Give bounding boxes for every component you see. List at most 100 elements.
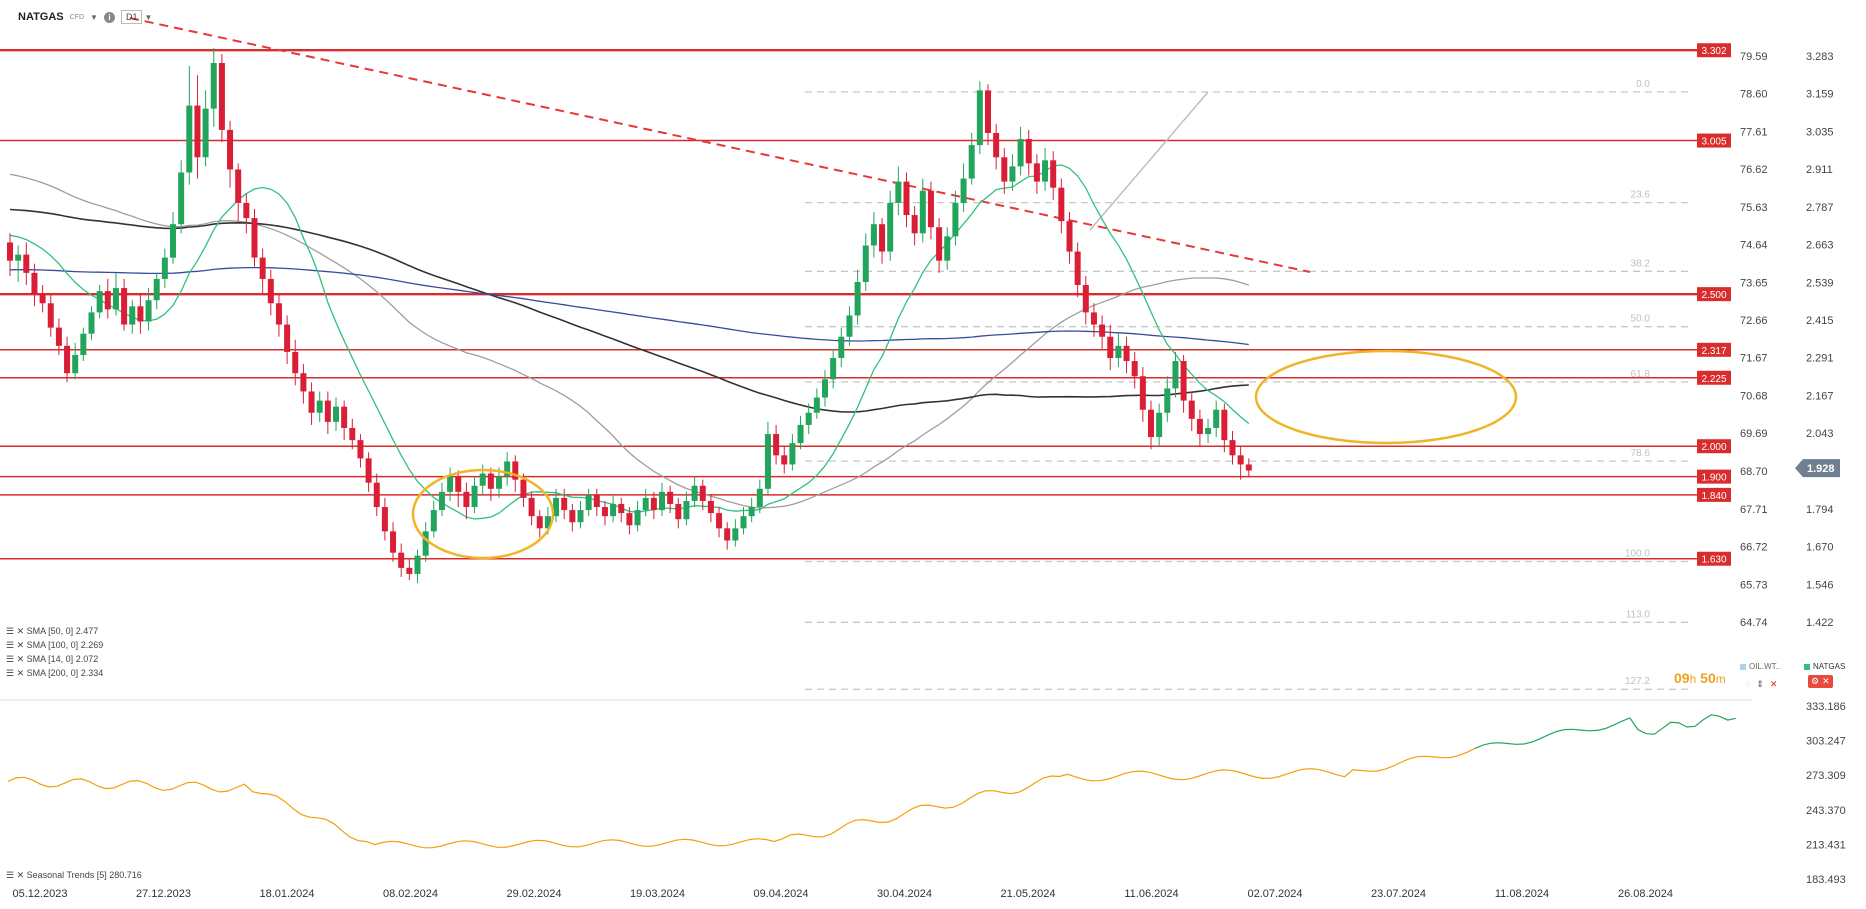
candle-body bbox=[544, 516, 551, 529]
candle-body bbox=[919, 190, 926, 234]
x-axis-label: 23.07.2024 bbox=[1371, 888, 1426, 900]
candle-body bbox=[186, 105, 193, 173]
price-axis-label: 2.663 bbox=[1806, 240, 1834, 252]
close-icon[interactable]: ✕ bbox=[16, 668, 25, 678]
indicator-legend-sma14[interactable]: ☰ ✕ SMA [14, 0] 2.072 bbox=[6, 654, 99, 664]
candle-body bbox=[838, 336, 845, 359]
close-icon[interactable]: ✕ bbox=[16, 640, 25, 650]
candle-body bbox=[267, 278, 274, 304]
price-axis-label: 2.539 bbox=[1806, 277, 1834, 289]
candle-body bbox=[659, 491, 665, 511]
price-level-tag bbox=[1697, 439, 1731, 454]
x-axis-label: 27.12.2023 bbox=[136, 888, 191, 900]
current-price-label: 1.928 bbox=[1807, 463, 1835, 475]
candle-body bbox=[1017, 139, 1024, 167]
x-axis-label: 29.02.2024 bbox=[506, 888, 561, 900]
candle-body bbox=[430, 510, 437, 532]
secondary-axis-label: 75.63 bbox=[1740, 202, 1768, 214]
candle-body bbox=[822, 379, 828, 398]
candle-body bbox=[422, 531, 429, 556]
candle-body bbox=[1042, 160, 1049, 182]
candle-body bbox=[569, 510, 576, 523]
price-axis-label: 3.035 bbox=[1806, 126, 1834, 138]
candle-body bbox=[243, 202, 250, 219]
indicator-legend-sma200[interactable]: ☰ ✕ SMA [200, 0] 2.334 bbox=[6, 668, 104, 678]
close-icon[interactable]: ✕ bbox=[16, 626, 25, 636]
price-level-label: 2.000 bbox=[1701, 442, 1726, 453]
candle-body bbox=[1172, 361, 1179, 389]
candle-body bbox=[1025, 139, 1032, 164]
timeframe-chevron-icon[interactable]: ▼ bbox=[144, 12, 153, 22]
candle-body bbox=[1033, 163, 1040, 182]
chevron-down-icon[interactable]: ▼ bbox=[90, 12, 98, 22]
candle-body bbox=[479, 473, 486, 486]
candle-body bbox=[724, 528, 731, 541]
symbol-name[interactable]: NATGAS bbox=[18, 11, 64, 23]
close-icon[interactable]: ✕ bbox=[16, 870, 25, 880]
candle-body bbox=[1074, 251, 1081, 286]
seasonal-legend[interactable]: ☰ ✕ Seasonal Trends [5] 280.716 bbox=[6, 870, 142, 880]
square-icon bbox=[1740, 663, 1746, 670]
x-axis-label: 26.08.2024 bbox=[1618, 888, 1673, 900]
compare-oilwti[interactable]: OIL.WT.. bbox=[1740, 662, 1780, 671]
candle-body bbox=[968, 145, 975, 179]
candle-body bbox=[781, 455, 788, 465]
close-icon[interactable]: ✕ bbox=[1769, 679, 1778, 689]
info-icon[interactable]: i bbox=[103, 11, 115, 23]
price-axis-label: 1.794 bbox=[1806, 504, 1834, 516]
candle-body bbox=[373, 482, 380, 508]
candle-body bbox=[675, 503, 682, 520]
fib-level-label: 23.6 bbox=[1631, 190, 1651, 201]
candle-body bbox=[944, 236, 951, 261]
candle-body bbox=[145, 300, 152, 322]
price-level-label: 2.225 bbox=[1701, 374, 1726, 385]
candle-body bbox=[1245, 464, 1252, 471]
compare-natgas[interactable]: NATGAS bbox=[1804, 662, 1845, 671]
secondary-axis-label: 70.68 bbox=[1740, 390, 1768, 402]
candle-body bbox=[463, 491, 470, 508]
settings-icon[interactable]: ⚙ bbox=[1811, 676, 1820, 686]
x-axis-label: 08.02.2024 bbox=[383, 888, 438, 900]
close-icon[interactable]: ✕ bbox=[1822, 676, 1830, 686]
candle-body bbox=[227, 129, 234, 170]
candle-body bbox=[178, 172, 185, 225]
secondary-axis-label: 73.65 bbox=[1740, 277, 1768, 289]
candle-body bbox=[789, 443, 796, 465]
candle-body bbox=[561, 497, 568, 511]
candle-body bbox=[993, 132, 1000, 158]
indicator-legend-sma100[interactable]: ☰ ✕ SMA [100, 0] 2.269 bbox=[6, 640, 104, 650]
secondary-axis-label: 78.60 bbox=[1740, 89, 1768, 101]
eye-icon[interactable]: ◌ bbox=[1745, 679, 1751, 689]
candle-body bbox=[161, 257, 168, 279]
candle-body bbox=[1123, 345, 1130, 362]
indicator-legend-sma50[interactable]: ☰ ✕ SMA [50, 0] 2.477 bbox=[6, 626, 99, 636]
price-axis-label: 1.422 bbox=[1806, 617, 1834, 629]
candle-body bbox=[903, 181, 910, 216]
price-axis-label: 2.415 bbox=[1806, 315, 1834, 327]
close-icon[interactable]: ✕ bbox=[16, 654, 25, 664]
square-icon bbox=[1804, 663, 1810, 670]
candle-body bbox=[447, 476, 454, 492]
timeframe-select[interactable]: D1 bbox=[120, 10, 143, 24]
candle-body bbox=[846, 315, 853, 337]
price-level-tag bbox=[1697, 287, 1731, 302]
seasonal-line-past bbox=[7, 747, 1476, 849]
candle-body bbox=[1050, 160, 1057, 188]
candle-body bbox=[879, 224, 886, 252]
candle-body bbox=[341, 406, 348, 428]
secondary-axis-label: 64.74 bbox=[1740, 617, 1768, 629]
candle-body bbox=[259, 257, 266, 279]
candle-body bbox=[528, 497, 535, 517]
candle-timer: 09h 50m bbox=[1674, 670, 1726, 686]
candle-body bbox=[1188, 400, 1195, 419]
candle-body bbox=[985, 90, 991, 133]
candle-body bbox=[438, 491, 445, 511]
candle-body bbox=[707, 500, 714, 514]
candle-body bbox=[170, 224, 176, 258]
seasonal-axis-label: 243.370 bbox=[1806, 805, 1846, 817]
candle-body bbox=[39, 294, 46, 304]
candle-body bbox=[365, 458, 372, 483]
sort-icon[interactable]: ⇕ bbox=[1756, 679, 1764, 689]
candle-body bbox=[1221, 409, 1228, 441]
